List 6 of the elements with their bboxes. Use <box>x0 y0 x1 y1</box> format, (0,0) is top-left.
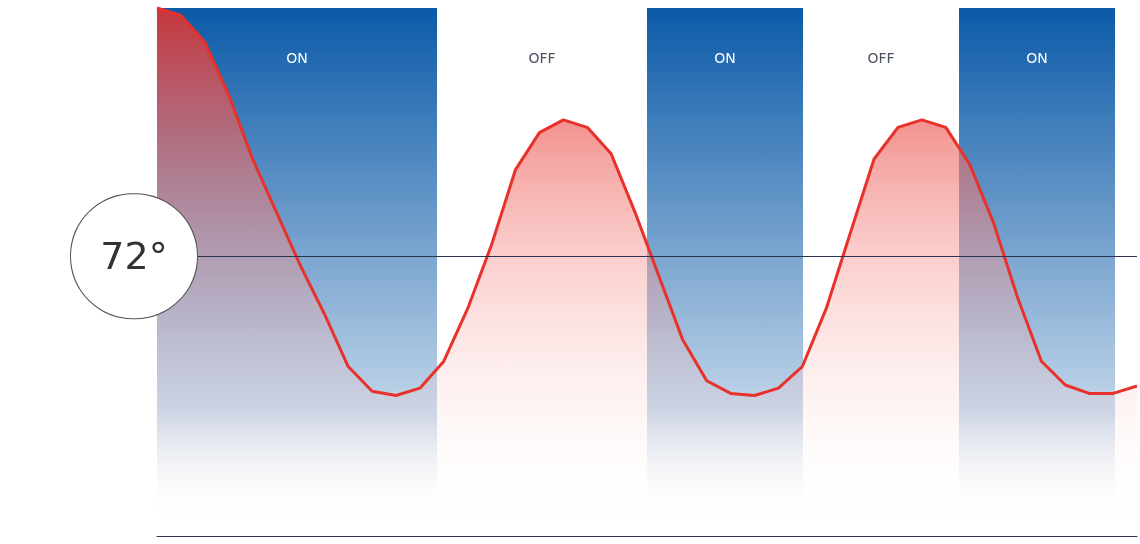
annotation: 72° <box>100 234 168 279</box>
annotation: OFF <box>528 50 556 66</box>
annotation: ON <box>714 50 736 66</box>
annotation: ON <box>1026 50 1048 66</box>
annotation: ON <box>286 50 308 66</box>
annotation: OFF <box>867 50 895 66</box>
